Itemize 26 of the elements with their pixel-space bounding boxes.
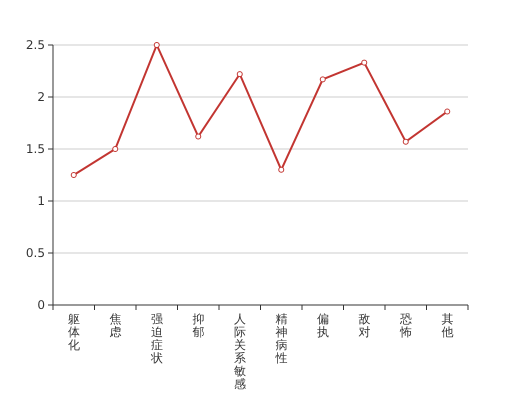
point xyxy=(195,134,202,140)
point xyxy=(236,71,243,78)
x-tick-label: 抑郁 xyxy=(192,312,204,339)
x-tick-label: 躯体化 xyxy=(68,312,80,352)
point xyxy=(278,166,284,173)
y-tick-label: 1.5 xyxy=(26,142,45,156)
x-tick-label: 人际关系敏感 xyxy=(234,312,246,391)
x-tick-label: 焦虑 xyxy=(109,312,122,339)
x-tick-label: 恐怖 xyxy=(398,312,412,339)
y-tick-label: 2 xyxy=(37,90,45,104)
point xyxy=(402,138,409,145)
point xyxy=(361,60,368,66)
point xyxy=(444,108,450,115)
y-tick-label: 0 xyxy=(37,298,45,312)
x-tick-label: 敌对 xyxy=(358,312,370,339)
point xyxy=(112,146,118,152)
y-tick-label: 1 xyxy=(37,194,45,208)
x-tick-label: 强迫症状 xyxy=(150,312,163,365)
x-tick-label: 其他 xyxy=(441,312,454,339)
x-tick-label: 精神病性 xyxy=(274,312,288,365)
point xyxy=(70,172,77,178)
point xyxy=(154,42,160,48)
point xyxy=(320,76,326,82)
y-tick-label: 0.5 xyxy=(26,246,45,260)
x-tick-label: 偏执 xyxy=(316,312,329,339)
y-tick-label: 2.5 xyxy=(26,38,45,52)
